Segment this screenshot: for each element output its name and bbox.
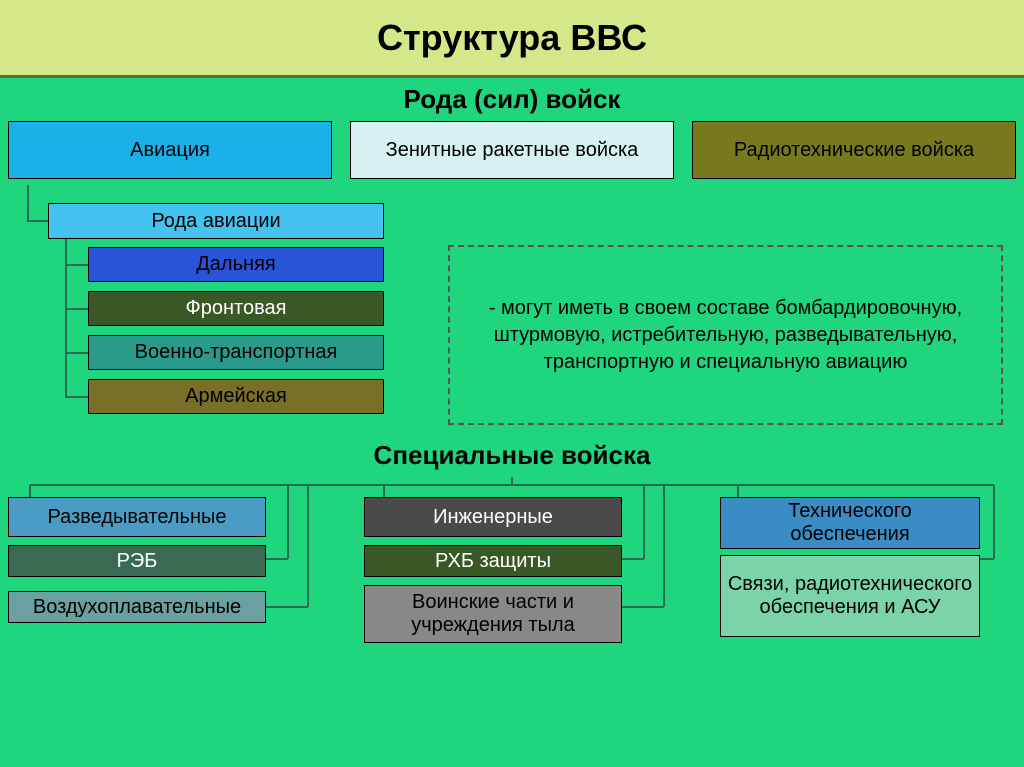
section1-title: Рода (сил) войск xyxy=(8,84,1016,115)
special-reb: РЭБ xyxy=(8,545,266,577)
page-title: Структура ВВС xyxy=(377,17,647,59)
branch-radio: Радиотехнические войска xyxy=(692,121,1016,179)
special-engineer: Инженерные xyxy=(364,497,622,537)
special-grid: Разведывательные РЭБ Воздухоплавательные… xyxy=(8,477,1016,687)
special-razved: Разведывательные xyxy=(8,497,266,537)
aviation-description: - могут иметь в своем составе бомбардиро… xyxy=(448,245,1003,425)
aviation-frontovaya: Фронтовая xyxy=(88,291,384,326)
aviation-army: Армейская xyxy=(88,379,384,414)
branches-row: Авиация Зенитные ракетные войска Радиоте… xyxy=(8,121,1016,179)
header: Структура ВВС xyxy=(0,0,1024,78)
branch-aviation: Авиация xyxy=(8,121,332,179)
aviation-dalnyaya: Дальняя xyxy=(88,247,384,282)
aviation-transport: Военно-транспортная xyxy=(88,335,384,370)
special-rkhb: РХБ защиты xyxy=(364,545,622,577)
special-vozdukh: Воздухоплавательные xyxy=(8,591,266,623)
branch-zenith: Зенитные ракетные войска xyxy=(350,121,674,179)
special-tyl: Воинские части и учреждения тыла xyxy=(364,585,622,643)
special-svyaz: Связи, радиотехнического обеспечения и А… xyxy=(720,555,980,637)
aviation-section: Рода авиации Дальняя Фронтовая Военно-тр… xyxy=(8,185,1016,460)
main-area: Рода (сил) войск Авиация Зенитные ракетн… xyxy=(0,78,1024,767)
roda-aviation-title: Рода авиации xyxy=(48,203,384,239)
special-tech: Технического обеспечения xyxy=(720,497,980,549)
